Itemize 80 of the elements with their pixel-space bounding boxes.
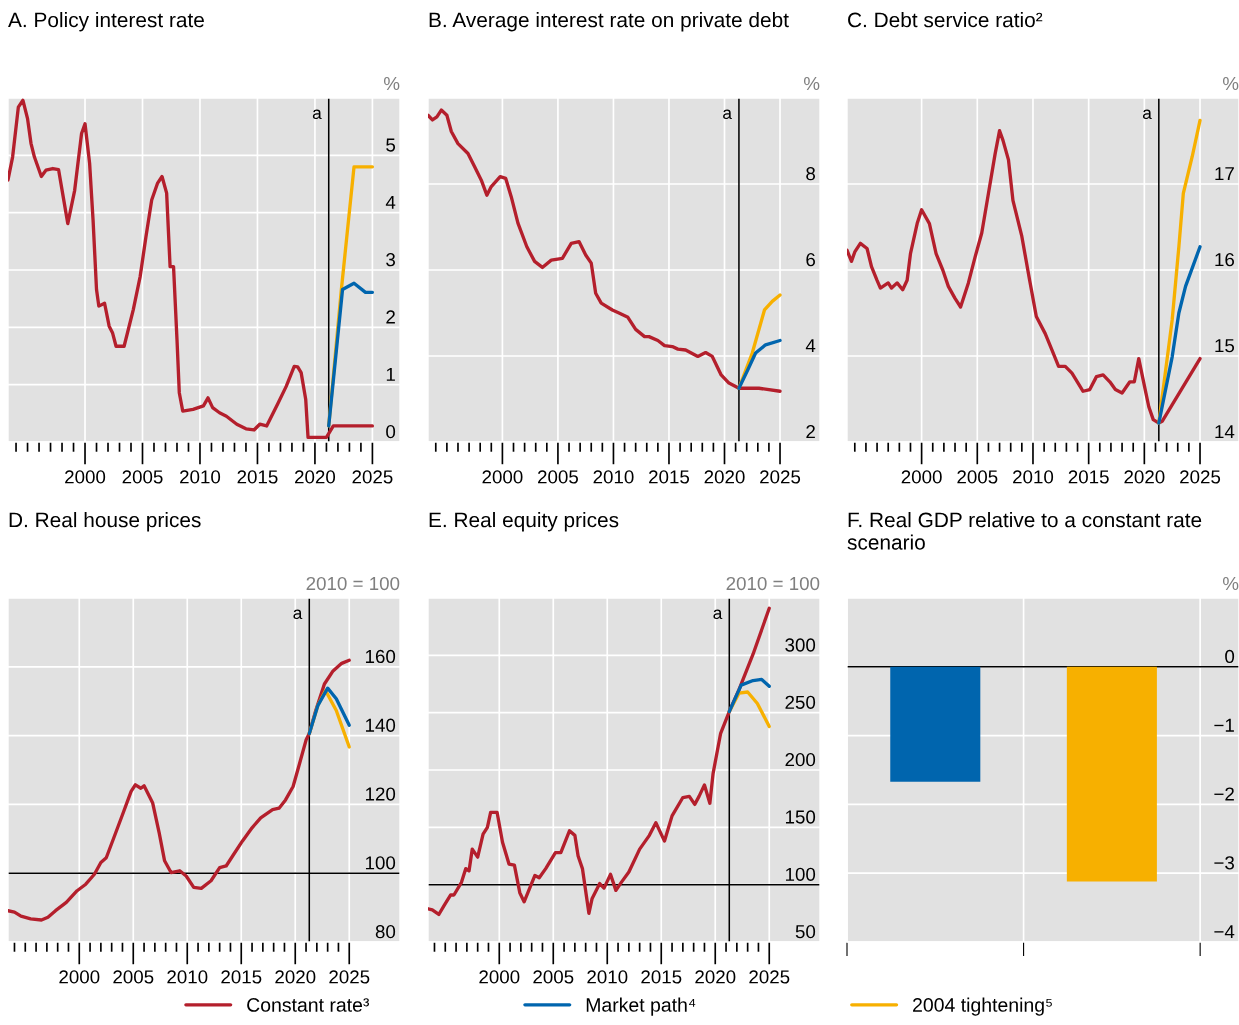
x-tick-label: 2020: [275, 970, 316, 984]
y-tick-label: 16: [1215, 253, 1235, 267]
y-axis-title: 2010 = 100: [306, 576, 400, 591]
x-tick-label: 2000: [901, 470, 942, 484]
chart-title: A. Policy interest rate: [8, 12, 204, 32]
x-tick-label: 2000: [482, 470, 523, 484]
ref-line-label: a: [713, 609, 723, 620]
y-axis-title: %: [1223, 76, 1239, 91]
x-tick-label: 2005: [957, 470, 998, 484]
y-tick-label: 160: [365, 649, 396, 664]
y-tick-label: −3: [1214, 856, 1235, 870]
legend-label: 2004 tightening⁵: [913, 997, 1052, 1016]
y-tick-label: 200: [785, 753, 816, 767]
y-axis-title: %: [1223, 576, 1239, 591]
x-tick-label: 2025: [749, 970, 790, 984]
chart-title: B. Average interest rate on private debt: [429, 12, 789, 32]
x-tick-label: 2025: [329, 970, 370, 984]
chart-title: F. Real GDP relative to a constant rate scenario: [847, 512, 1202, 550]
y-tick-label: 3: [386, 253, 396, 267]
x-tick-label: 2020: [295, 470, 336, 484]
x-tick-label: 2010: [593, 470, 634, 484]
x-tick-label: 2005: [113, 970, 154, 984]
x-tick-label: 2015: [649, 470, 690, 484]
x-tick-label: 2025: [1180, 470, 1221, 484]
y-tick-label: 120: [365, 787, 396, 801]
x-tick-label: 2005: [122, 470, 163, 484]
x-tick-label: 2020: [704, 470, 745, 484]
x-tick-label: 2010: [180, 470, 221, 484]
y-tick-label: 300: [785, 638, 816, 652]
x-tick-label: 2000: [59, 970, 100, 984]
y-tick-label: 0: [386, 425, 396, 439]
y-tick-label: 4: [385, 195, 396, 209]
legend-label: Market path⁴: [586, 997, 696, 1016]
x-tick-label: 2020: [1124, 470, 1165, 484]
y-tick-label: 50: [795, 925, 816, 939]
y-tick-label: 1: [386, 367, 395, 381]
y-tick-label: 5: [386, 138, 396, 152]
x-tick-label: 2015: [1068, 470, 1109, 484]
x-tick-label: 2025: [352, 470, 393, 484]
legend-label: Constant rate³: [247, 998, 370, 1012]
y-axis-title: 2010 = 100: [726, 576, 820, 591]
x-tick-label: 2020: [695, 970, 736, 984]
y-tick-label: 6: [806, 253, 816, 267]
y-tick-label: 0: [1225, 649, 1235, 664]
x-tick-label: 2015: [237, 470, 278, 484]
y-tick-label: 4: [805, 339, 816, 353]
y-tick-label: 8: [806, 167, 816, 181]
y-tick-label: 100: [785, 867, 816, 881]
y-tick-label: −1: [1214, 718, 1234, 732]
y-tick-label: 250: [785, 695, 816, 709]
x-tick-label: 2025: [760, 470, 801, 484]
y-axis-title: %: [804, 76, 820, 91]
x-tick-label: 2010: [587, 970, 628, 984]
chart-title: E. Real equity prices: [429, 512, 619, 532]
ref-line-label: a: [723, 109, 732, 120]
y-tick-label: 17: [1215, 167, 1234, 181]
x-tick-label: 2000: [479, 970, 520, 984]
chart-title: C. Debt service ratio²: [848, 12, 1043, 28]
y-tick-label: −4: [1214, 925, 1235, 939]
x-tick-label: 2010: [167, 970, 208, 984]
y-tick-label: 2: [386, 310, 395, 324]
y-axis-title: %: [384, 76, 400, 91]
y-tick-label: 15: [1215, 339, 1235, 353]
y-tick-label: 80: [375, 925, 396, 939]
x-tick-label: 2015: [641, 970, 682, 984]
y-tick-label: 2: [806, 425, 815, 439]
y-tick-label: 150: [785, 810, 816, 824]
y-tick-label: −2: [1214, 787, 1234, 801]
ref-line-label: a: [293, 609, 303, 620]
y-tick-label: 14: [1215, 425, 1235, 439]
ref-line-label: a: [312, 109, 322, 120]
x-tick-label: 2015: [221, 970, 262, 984]
x-tick-label: 2000: [65, 470, 106, 484]
y-tick-label: 140: [365, 718, 396, 732]
x-tick-label: 2010: [1013, 470, 1054, 484]
y-tick-label: 100: [365, 856, 396, 870]
x-tick-label: 2005: [538, 470, 578, 484]
chart-title: D. Real house prices: [9, 512, 201, 532]
x-tick-label: 2005: [533, 970, 574, 984]
ref-line-label: a: [1142, 109, 1152, 120]
